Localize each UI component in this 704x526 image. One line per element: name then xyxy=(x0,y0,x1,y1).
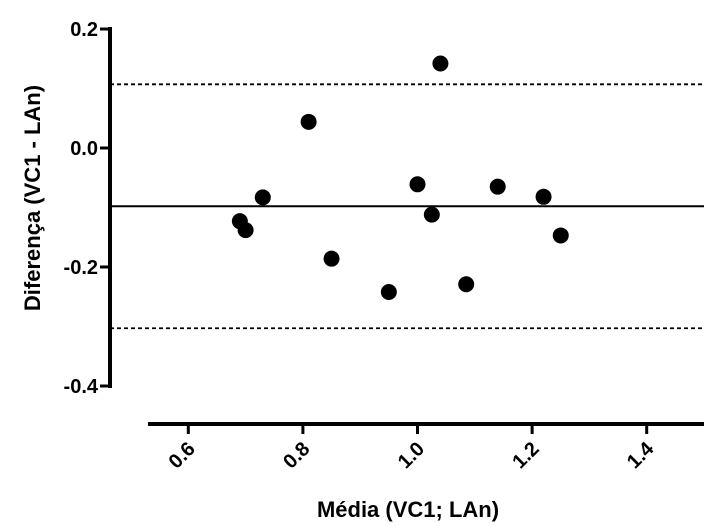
y-axis: 0.2 0.0 -0.2 -0.4 xyxy=(64,19,112,398)
data-point xyxy=(432,55,449,72)
data-point xyxy=(380,283,397,300)
data-point xyxy=(300,113,317,130)
data-points xyxy=(231,55,569,300)
data-point xyxy=(552,227,569,244)
data-point xyxy=(237,222,254,239)
y-tick-label: 0.2 xyxy=(70,19,98,41)
x-tick-label: 1.0 xyxy=(394,438,429,473)
data-point xyxy=(409,176,426,193)
data-point xyxy=(323,250,340,267)
x-tick-label: 0.8 xyxy=(279,438,314,473)
data-point xyxy=(423,206,440,223)
y-tick-label: 0.0 xyxy=(70,138,98,160)
x-axis-title: Média (VC1; LAn) xyxy=(317,497,499,522)
data-point xyxy=(254,189,271,206)
x-tick-label: 1.2 xyxy=(508,438,543,473)
data-point xyxy=(489,178,506,195)
x-axis: 0.6 0.8 1.0 1.2 1.4 xyxy=(148,422,704,473)
reference-lines xyxy=(110,83,704,330)
y-axis-title: Diferença (VC1 - LAn) xyxy=(20,85,45,311)
x-tick-label: 1.4 xyxy=(623,437,659,473)
x-tick-label: 0.6 xyxy=(165,438,200,473)
y-tick-label: -0.4 xyxy=(64,376,99,398)
y-tick-label: -0.2 xyxy=(64,257,98,279)
data-point xyxy=(458,276,475,293)
data-point xyxy=(535,188,552,205)
